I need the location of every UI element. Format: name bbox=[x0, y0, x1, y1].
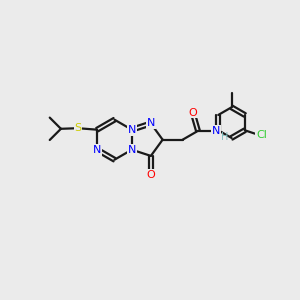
Text: O: O bbox=[188, 108, 197, 118]
Text: N: N bbox=[212, 126, 220, 136]
Text: N: N bbox=[147, 118, 155, 128]
Text: N: N bbox=[93, 145, 101, 155]
Text: S: S bbox=[74, 123, 82, 133]
Text: N: N bbox=[128, 125, 136, 135]
Text: N: N bbox=[128, 145, 136, 155]
Text: Cl: Cl bbox=[256, 130, 267, 140]
Text: H: H bbox=[221, 132, 228, 142]
Text: O: O bbox=[146, 170, 155, 180]
